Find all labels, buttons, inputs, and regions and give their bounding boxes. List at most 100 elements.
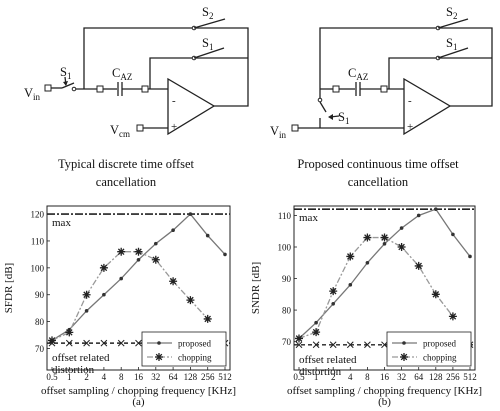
legend-label: proposed	[178, 339, 211, 349]
point-chopping	[151, 255, 160, 264]
label-s1-feedback: S1	[202, 36, 213, 52]
chart-sfdr: 0.5 1 2 4 8 16 32 64 128 256 512 70 80 90 100 110 120 off…	[3, 205, 236, 408]
x-tick-label: 16	[134, 372, 144, 382]
point-proposed	[331, 301, 336, 306]
caption-a-line2: cancellation	[96, 175, 157, 189]
y-tick-label: 70	[35, 344, 45, 354]
point-proposed	[205, 233, 210, 238]
label-s2: S2	[202, 5, 213, 21]
x-axis-label: offset sampling / chopping frequency [KH…	[41, 385, 236, 397]
point-proposed	[119, 276, 123, 281]
legend-box	[141, 331, 227, 367]
point-chopping	[414, 261, 423, 270]
offset-marker	[135, 339, 142, 347]
point-chopping	[431, 290, 440, 299]
panel-label: (b)	[378, 396, 391, 408]
legend-box	[386, 331, 472, 367]
legend-marker	[402, 341, 406, 345]
x-tick-label: 8	[119, 372, 124, 382]
point-chopping	[380, 233, 389, 242]
circuit-continuous-time: - + Vin S1 CAZ S2 S1 Proposed continuous…	[270, 5, 493, 189]
series-proposed	[51, 213, 226, 341]
offset-marker	[329, 341, 337, 349]
svg-text:+: +	[171, 121, 177, 133]
y-tick-label: 80	[282, 306, 292, 316]
switch-s1-input-b	[317, 97, 340, 120]
point-proposed	[171, 228, 175, 232]
caption-b-line2: cancellation	[348, 175, 409, 189]
label-s1-input: S1	[60, 65, 71, 81]
x-tick-label: 0.5	[293, 372, 305, 382]
capacitor-caz-b	[355, 82, 361, 96]
opamp: - +	[167, 77, 216, 136]
x-tick-label: 32	[151, 372, 160, 382]
capacitor-caz	[117, 82, 123, 96]
offset-marker	[117, 339, 125, 347]
switch-s1-feedback-b	[435, 47, 469, 61]
point-proposed	[314, 320, 318, 325]
x-axis-label: offset sampling / chopping frequency [KH…	[287, 385, 482, 397]
opamp-b: - +	[403, 77, 452, 136]
y-tick-label: 110	[278, 211, 292, 221]
switch-s2	[191, 18, 226, 31]
caption-b-line1: Proposed continuous time offset	[297, 157, 459, 171]
legend-label: proposed	[423, 339, 456, 349]
point-proposed	[434, 207, 438, 211]
point-chopping	[48, 336, 56, 345]
x-tick-label: 16	[380, 372, 390, 382]
point-chopping	[99, 263, 108, 272]
label-caz-b: CAZ	[348, 66, 368, 82]
point-chopping	[169, 277, 178, 286]
point-chopping	[203, 314, 212, 323]
x-tick-label: 1	[314, 372, 319, 382]
y-tick-label: 90	[35, 290, 45, 300]
offset-marker	[346, 341, 354, 349]
x-tick-label: 128	[184, 372, 198, 382]
x-tick-label: 512	[463, 372, 477, 382]
y-tick-label: 120	[31, 210, 45, 220]
x-tick-label: 8	[365, 372, 370, 382]
point-proposed	[154, 241, 158, 246]
y-tick-label: 110	[31, 236, 45, 246]
max-label: max	[52, 217, 71, 229]
max-label: max	[299, 212, 318, 224]
x-tick-label: 4	[348, 372, 353, 382]
y-tick-label: 90	[282, 274, 292, 284]
x-tick-label: 64	[169, 372, 179, 382]
point-proposed	[136, 257, 141, 262]
offset-label: distortion	[299, 366, 342, 378]
series-chopping	[298, 236, 454, 340]
x-tick-label: 0.5	[46, 372, 58, 382]
svg-text:-: -	[408, 95, 412, 107]
point-chopping	[448, 312, 457, 321]
point-proposed	[84, 309, 89, 313]
point-chopping	[329, 287, 338, 296]
label-caz: CAZ	[112, 66, 132, 82]
svg-text:-: -	[172, 95, 176, 107]
switch-s1-input	[61, 76, 77, 92]
chart-sndr: 0.5 1 2 4 8 16 32 64 128 256 512 70 80 90 100 110 offset…	[250, 205, 482, 408]
point-chopping	[346, 252, 355, 261]
point-chopping	[295, 334, 303, 343]
y-tick-label: 100	[278, 243, 292, 253]
label-vin-b: Vin	[270, 124, 287, 140]
label-vin: Vin	[24, 86, 41, 102]
point-proposed	[223, 252, 227, 257]
y-axis-label: SNDR [dB]	[250, 262, 262, 314]
y-axis-label: SFDR [dB]	[3, 263, 15, 313]
x-tick-label: 512	[218, 372, 232, 382]
x-tick-label: 256	[446, 372, 460, 382]
label-s1-input-b: S1	[338, 110, 349, 126]
legend-marker	[400, 353, 408, 361]
x-tick-label: 128	[429, 372, 443, 382]
offset-label: offset related	[299, 354, 357, 366]
series-proposed	[298, 208, 471, 339]
point-proposed	[102, 292, 106, 297]
point-proposed	[348, 283, 353, 287]
y-tick-label: 100	[31, 263, 45, 273]
offset-marker	[100, 339, 108, 347]
offset-label: offset related	[52, 352, 110, 364]
point-proposed	[468, 254, 472, 259]
switch-s1-feedback	[191, 47, 225, 61]
